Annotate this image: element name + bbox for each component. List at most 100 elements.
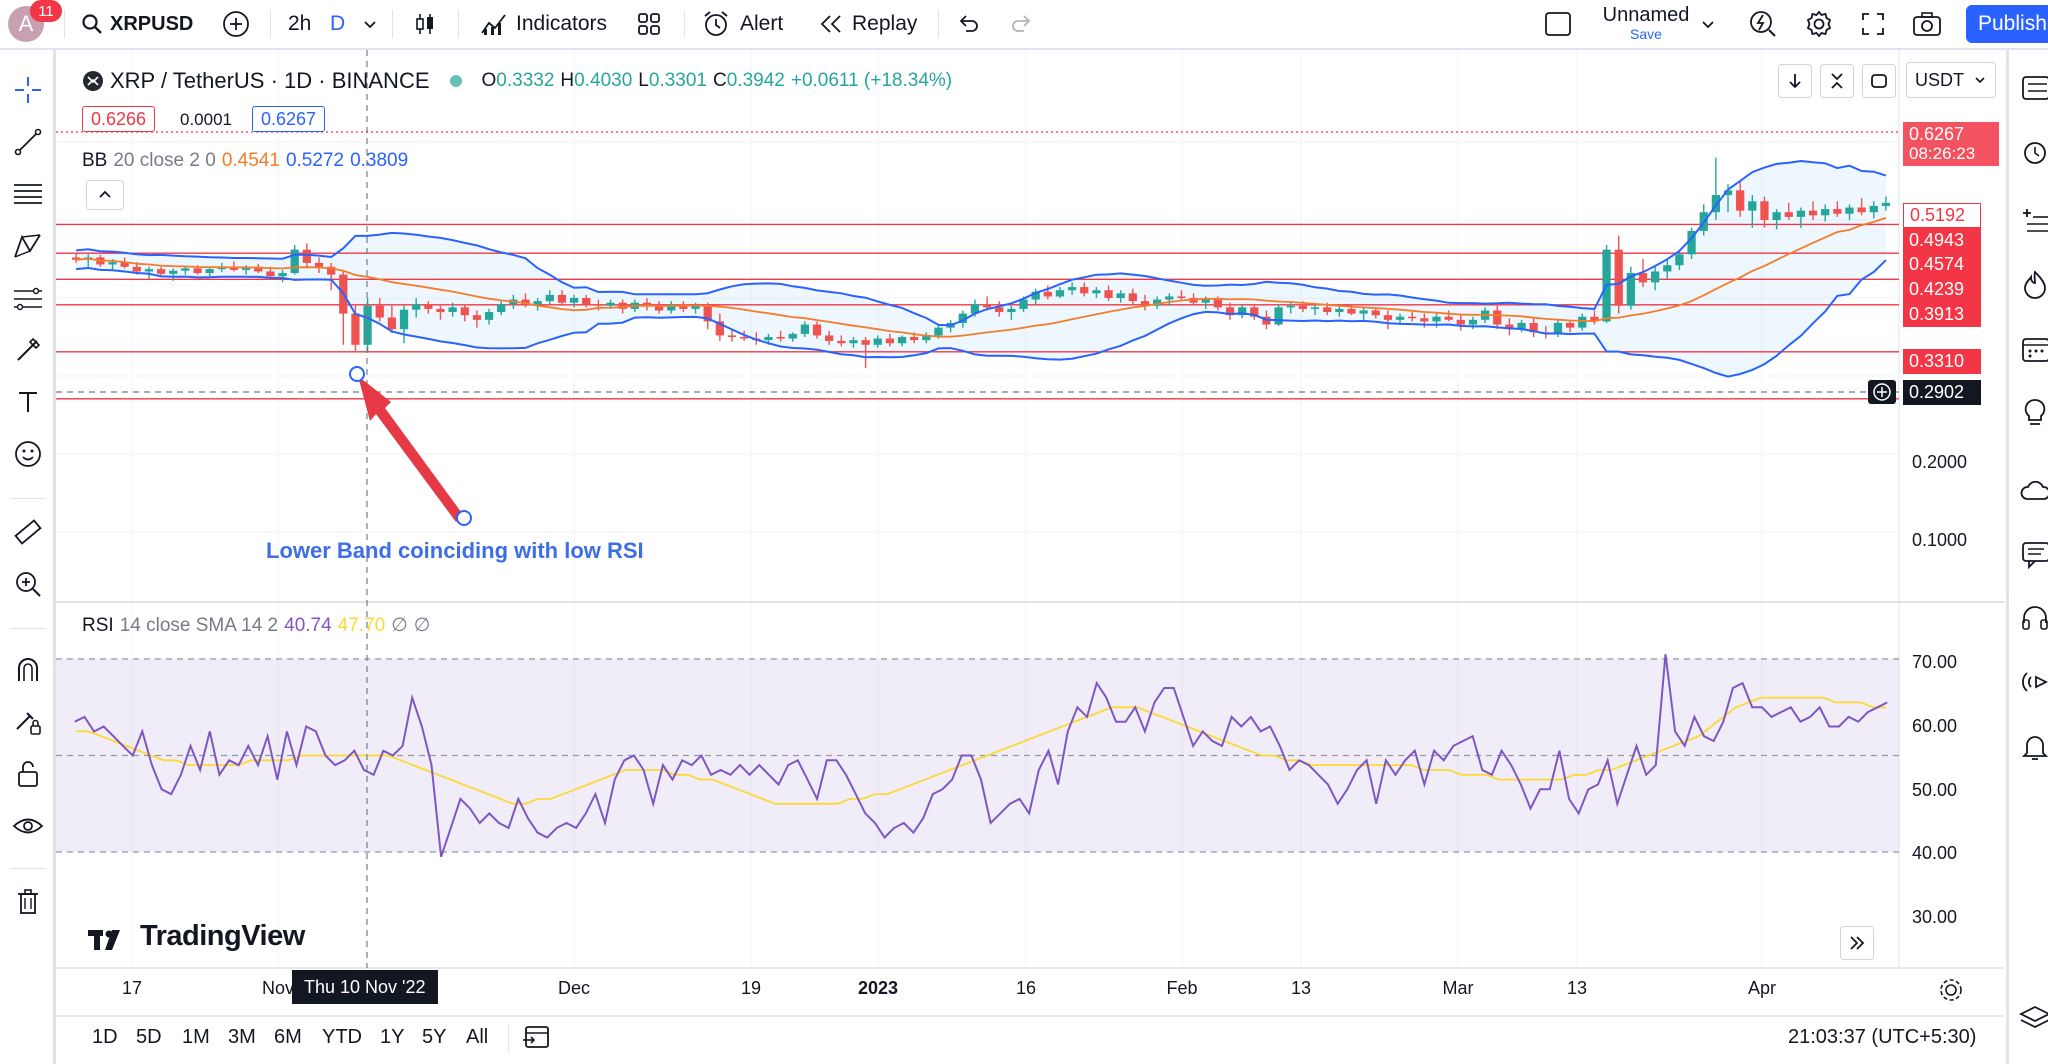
interval-2h-button[interactable]: 2h xyxy=(288,0,311,48)
prediction-tool[interactable] xyxy=(6,276,50,320)
brush-tool[interactable] xyxy=(6,328,50,372)
collapse-pane-button[interactable] xyxy=(1820,64,1854,98)
range-3m[interactable]: 3M xyxy=(228,1026,256,1048)
watchlist-button[interactable] xyxy=(2019,66,2048,110)
range-5d[interactable]: 5D xyxy=(136,1026,162,1048)
range-5y[interactable]: 5Y xyxy=(422,1026,447,1048)
time-axis-gear-icon[interactable] xyxy=(1940,979,1962,1001)
replay-button[interactable]: Replay xyxy=(818,0,917,48)
broadcast-button[interactable] xyxy=(2019,660,2048,704)
lock-drawings-tool[interactable] xyxy=(6,752,50,796)
clock-timezone[interactable]: 21:03:37 (UTC+5:30) xyxy=(1788,1026,1977,1048)
calendar-button[interactable] xyxy=(2019,326,2048,370)
bb-basis-value: 0.4541 xyxy=(221,150,280,171)
redo-button[interactable] xyxy=(1010,0,1034,48)
annotation-arrow[interactable] xyxy=(349,366,472,526)
stay-drawing-tool[interactable] xyxy=(6,700,50,744)
interval-dropdown[interactable] xyxy=(362,0,378,48)
text-tool[interactable] xyxy=(6,380,50,424)
fib-tool[interactable] xyxy=(6,172,50,216)
headset-icon xyxy=(2022,606,2048,630)
candle-body xyxy=(1736,190,1745,211)
candle-body xyxy=(1578,316,1587,328)
candle xyxy=(1152,296,1162,309)
hotlists-button[interactable] xyxy=(2019,262,2048,306)
chats-button[interactable] xyxy=(2019,532,2048,576)
help-button[interactable] xyxy=(2019,596,2048,640)
collapse-legend-button[interactable] xyxy=(86,180,124,210)
range-6m[interactable]: 6M xyxy=(274,1026,302,1048)
emoji-tool[interactable] xyxy=(6,432,50,476)
compare-add-button[interactable] xyxy=(222,0,250,48)
remove-drawings-tool[interactable] xyxy=(6,880,50,924)
publish-button[interactable]: Publish xyxy=(1966,5,2048,43)
scroll-to-realtime-button[interactable] xyxy=(1840,926,1874,960)
candle xyxy=(642,298,652,311)
go-to-date-button[interactable] xyxy=(522,1022,552,1055)
symbol-title[interactable]: XRP / TetherUS · 1D · BINANCE xyxy=(110,68,430,93)
notifications-button[interactable] xyxy=(2019,724,2048,768)
data-window-button[interactable] xyxy=(2019,198,2048,242)
hide-drawings-tool[interactable] xyxy=(6,804,50,848)
candle xyxy=(1517,319,1526,333)
bollinger-lower-line xyxy=(76,259,1887,378)
range-ytd[interactable]: YTD xyxy=(322,1026,362,1048)
annotation-text[interactable]: Lower Band coinciding with low RSI xyxy=(266,538,644,563)
layers-button[interactable] xyxy=(2019,996,2048,1040)
candle-body xyxy=(521,299,530,305)
interval-d-button[interactable]: D xyxy=(330,0,345,48)
range-1m[interactable]: 1M xyxy=(182,1026,210,1048)
candle-body xyxy=(740,337,749,339)
sell-price-button[interactable]: 0.6266 xyxy=(82,106,156,132)
maximize-pane-button[interactable] xyxy=(1862,64,1896,98)
crosshair-tool[interactable] xyxy=(6,68,50,112)
range-1d[interactable]: 1D xyxy=(92,1026,118,1048)
bb-legend[interactable]: BB 20 close 2 0 0.4541 0.5272 0.3809 xyxy=(82,150,408,172)
layout-name-button[interactable]: Unnamed Save xyxy=(1596,4,1696,42)
scale-down-button[interactable] xyxy=(1778,64,1812,98)
chart-canvas[interactable] xyxy=(56,50,2006,1064)
candle-body xyxy=(1274,307,1283,325)
candle xyxy=(667,301,676,314)
undo-button[interactable] xyxy=(956,0,980,48)
bar-countdown: 08:26:23 xyxy=(1909,144,1976,163)
candle-body xyxy=(1104,290,1113,298)
indicators-button[interactable]: Indicators xyxy=(480,0,607,48)
ideas-button[interactable] xyxy=(2019,390,2048,434)
time-tick: 17 xyxy=(121,978,143,998)
streams-button[interactable] xyxy=(2019,468,2048,512)
candle-body xyxy=(1286,305,1295,308)
candle-body xyxy=(1784,212,1793,217)
buy-price-button[interactable]: 0.6267 xyxy=(252,106,326,132)
measure-tool[interactable] xyxy=(6,510,50,554)
pencil-lock-icon xyxy=(16,712,41,735)
range-1y[interactable]: 1Y xyxy=(380,1026,405,1048)
alerts-panel-button[interactable] xyxy=(2019,130,2048,174)
templates-button[interactable] xyxy=(636,0,662,48)
rsi-legend[interactable]: RSI 14 close SMA 14 2 40.74 47.70 ∅ ∅ xyxy=(82,614,430,637)
crosshair-plus-icon[interactable] xyxy=(1868,380,1896,404)
magnet-tool[interactable] xyxy=(6,648,50,692)
alert-button[interactable]: Alert xyxy=(702,0,783,48)
quick-search-button[interactable] xyxy=(1748,0,1778,48)
chart-type-button[interactable] xyxy=(412,0,438,48)
candle xyxy=(1238,304,1247,319)
layout-checkbox[interactable] xyxy=(1544,0,1572,48)
candle xyxy=(1067,282,1077,295)
candle-body xyxy=(497,304,506,313)
snapshot-button[interactable] xyxy=(1912,0,1942,48)
settings-button[interactable] xyxy=(1804,0,1834,48)
symbol-search[interactable]: XRPUSD xyxy=(80,0,193,48)
trend-line-tool[interactable] xyxy=(6,120,50,164)
layout-dropdown[interactable] xyxy=(1700,0,1716,48)
candle xyxy=(1335,305,1344,317)
pattern-tool[interactable] xyxy=(6,224,50,268)
candle-body xyxy=(241,266,251,270)
fullscreen-button[interactable] xyxy=(1860,0,1886,48)
bb-name: BB xyxy=(82,150,108,171)
candle-body xyxy=(1638,273,1648,283)
zoom-in-icon xyxy=(16,572,41,597)
zoom-tool[interactable] xyxy=(6,562,50,606)
currency-select[interactable]: USDT xyxy=(1906,62,1996,98)
range-all[interactable]: All xyxy=(466,1026,489,1048)
